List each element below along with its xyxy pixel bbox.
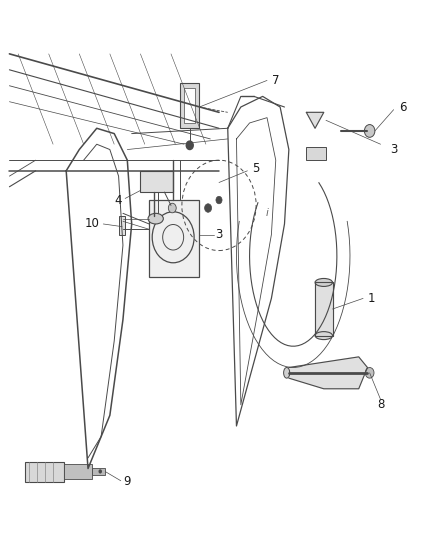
Circle shape <box>205 204 212 212</box>
Text: 5: 5 <box>252 161 260 175</box>
Bar <box>149 200 199 277</box>
Polygon shape <box>315 282 332 336</box>
Bar <box>25 462 64 482</box>
Polygon shape <box>306 112 324 128</box>
Circle shape <box>216 196 222 204</box>
Ellipse shape <box>315 278 332 286</box>
Bar <box>119 216 125 235</box>
Circle shape <box>365 368 374 378</box>
Text: 10: 10 <box>85 217 100 230</box>
Ellipse shape <box>284 368 290 378</box>
Bar <box>306 147 326 160</box>
Text: 4: 4 <box>115 193 122 207</box>
Circle shape <box>186 141 193 150</box>
Bar <box>184 88 195 123</box>
Circle shape <box>364 125 375 138</box>
Bar <box>141 171 173 192</box>
Bar <box>180 83 199 128</box>
Ellipse shape <box>148 213 163 224</box>
Text: 1: 1 <box>368 292 375 305</box>
Polygon shape <box>289 357 367 389</box>
Text: 7: 7 <box>272 74 279 87</box>
Circle shape <box>168 203 176 213</box>
Ellipse shape <box>315 332 332 340</box>
Text: 8: 8 <box>377 398 384 411</box>
Text: 9: 9 <box>124 475 131 488</box>
Text: 6: 6 <box>399 101 406 114</box>
Text: i: i <box>265 208 268 219</box>
Text: 3: 3 <box>215 228 223 241</box>
Bar <box>92 468 106 475</box>
Text: 3: 3 <box>390 143 397 156</box>
Circle shape <box>99 470 102 473</box>
Bar <box>64 464 92 479</box>
